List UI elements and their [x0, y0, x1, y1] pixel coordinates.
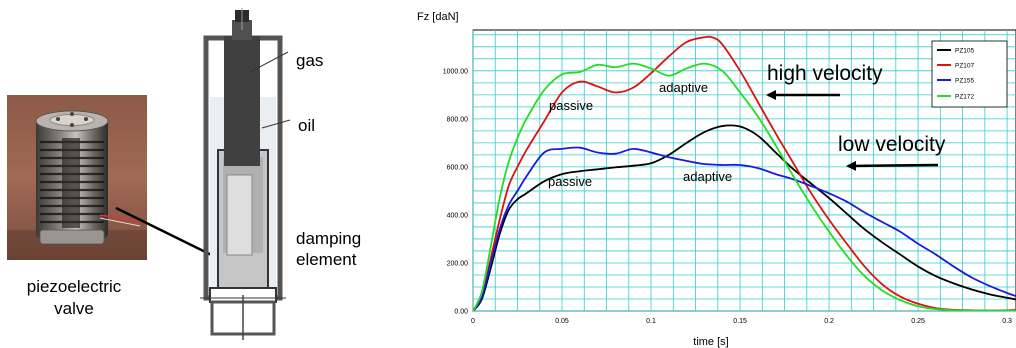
photo-caption-line2: valve	[54, 299, 94, 318]
y-tick-label: 400.00	[447, 212, 469, 219]
legend: PZ105 PZ107 PZ155 PZ172	[931, 40, 1008, 108]
x-tick-label: 0.25	[911, 318, 925, 325]
legend-label-3: PZ172	[955, 94, 975, 101]
legend-label-1: PZ107	[955, 63, 975, 70]
valve-photo	[7, 95, 147, 260]
x-tick-label: 0.3	[1002, 318, 1012, 325]
series-line-pz105	[473, 124, 1016, 311]
y-tick-label: 600.00	[447, 164, 469, 171]
legend-label-2: PZ155	[955, 78, 975, 85]
label-damping-line2: element	[296, 250, 357, 269]
y-axis-label: Fz [daN]	[417, 11, 459, 23]
series-line-pz107	[473, 35, 1016, 311]
series-line-pz172	[473, 62, 1016, 311]
x-tick-label: 0	[471, 318, 475, 325]
x-tick-label: 0.15	[733, 318, 747, 325]
force-time-chart: 0 0.05 0.1 0.15 0.2 0.25 0.3 0.00 200.00 400.00 60…	[417, 11, 1016, 348]
photo-caption-line1: piezoelectric	[27, 277, 122, 296]
x-axis-label: time [s]	[693, 336, 728, 348]
label-oil: oil	[298, 116, 315, 135]
annotation-passive-low: passive	[548, 174, 592, 189]
y-tick-label: 800.00	[447, 116, 469, 123]
annotation-passive-high: passive	[549, 98, 593, 113]
x-tick-label: 0.05	[555, 318, 569, 325]
axis-ticks: 0 0.05 0.1 0.15 0.2 0.25 0.3 0.00 200.00 400.00 60…	[443, 68, 1012, 325]
y-tick-label: 200.00	[447, 260, 469, 267]
label-gas: gas	[296, 51, 323, 70]
y-tick-label: 1000.00	[443, 68, 468, 75]
annotation-high-velocity: high velocity	[767, 62, 883, 85]
legend-label-0: PZ105	[955, 48, 975, 55]
annotation-low-velocity: low velocity	[838, 133, 946, 156]
plot-grid	[472, 30, 1016, 312]
damper-schematic	[200, 8, 291, 340]
low-velocity-arrow	[846, 160, 939, 171]
data-series	[473, 35, 1016, 311]
x-tick-label: 0.2	[824, 318, 834, 325]
label-damping-line1: damping	[296, 229, 361, 248]
annotation-adaptive-low: adaptive	[683, 169, 732, 184]
x-tick-label: 0.1	[646, 318, 656, 325]
annotation-adaptive-high: adaptive	[659, 80, 708, 95]
y-tick-label: 0.00	[454, 309, 468, 316]
series-line-pz155	[473, 146, 1016, 311]
